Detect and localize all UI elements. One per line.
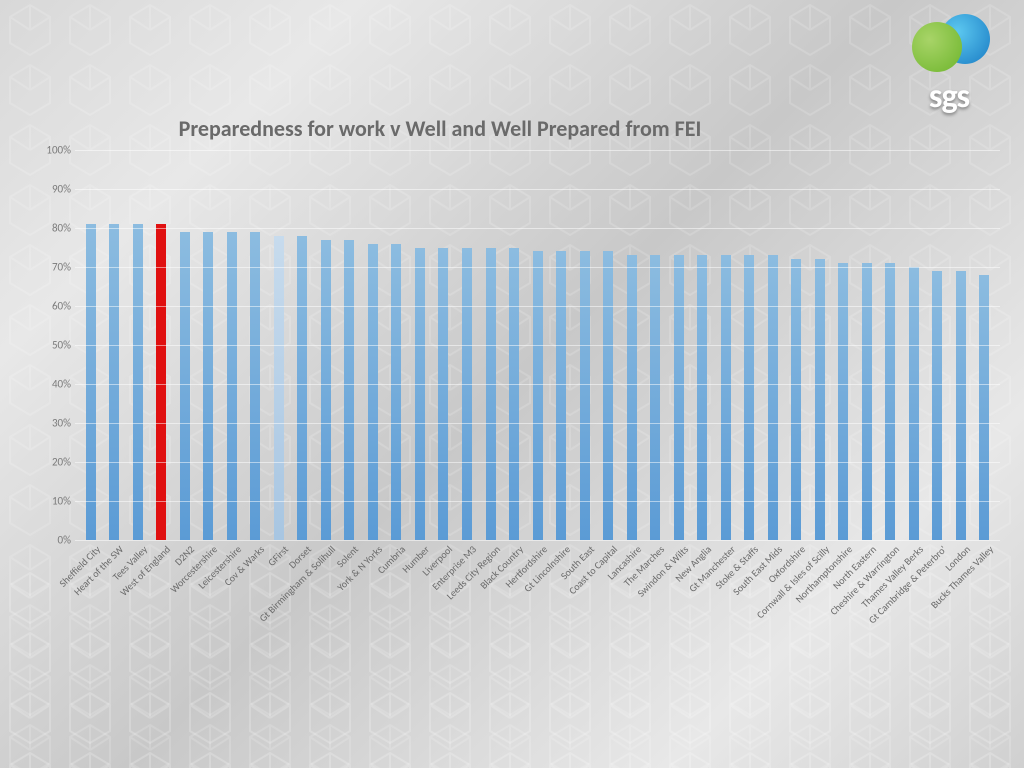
bar [462, 248, 472, 541]
bar [862, 263, 872, 540]
gridline [75, 267, 1000, 268]
plot-area: Sheffield CityHeart of the SWTees Valley… [75, 150, 1000, 540]
bar [321, 240, 331, 540]
bar [415, 248, 425, 541]
bar [156, 224, 166, 540]
bar [768, 255, 778, 540]
bar [227, 232, 237, 540]
bar [274, 236, 284, 540]
gridline [75, 228, 1000, 229]
bar [674, 255, 684, 540]
bar [838, 263, 848, 540]
bar [86, 224, 96, 540]
y-axis-label: 50% [33, 339, 71, 352]
bar [486, 248, 496, 541]
bar [932, 271, 942, 540]
bar [203, 232, 213, 540]
bar [533, 251, 543, 540]
bar [580, 251, 590, 540]
gridline [75, 501, 1000, 502]
y-axis-label: 70% [33, 261, 71, 274]
y-axis-label: 60% [33, 300, 71, 313]
bar [885, 263, 895, 540]
logo-circles-icon [904, 10, 994, 80]
y-axis-label: 90% [33, 183, 71, 196]
bar [815, 259, 825, 540]
bar [556, 251, 566, 540]
y-axis-label: 10% [33, 495, 71, 508]
bar [109, 224, 119, 540]
bar [791, 259, 801, 540]
gridline [75, 384, 1000, 385]
gridline [75, 306, 1000, 307]
bar [509, 248, 519, 541]
gridline [75, 462, 1000, 463]
bar [650, 255, 660, 540]
bar [133, 224, 143, 540]
bar [744, 255, 754, 540]
y-axis-label: 80% [33, 222, 71, 235]
bar [721, 255, 731, 540]
bar [697, 255, 707, 540]
bar [909, 267, 919, 540]
y-axis-label: 20% [33, 456, 71, 469]
bar-chart: Sheffield CityHeart of the SWTees Valley… [20, 110, 1004, 670]
bar [438, 248, 448, 541]
bar [627, 255, 637, 540]
bar [297, 236, 307, 540]
gridline [75, 345, 1000, 346]
y-axis-label: 0% [33, 534, 71, 547]
x-axis-label: GFirst [265, 543, 291, 569]
bar [180, 232, 190, 540]
y-axis-label: 40% [33, 378, 71, 391]
gridline [75, 423, 1000, 424]
bar [391, 244, 401, 540]
gridline [75, 540, 1000, 541]
bar [344, 240, 354, 540]
sgs-logo: sgs [894, 10, 1004, 117]
y-axis-label: 100% [33, 144, 71, 157]
bar [250, 232, 260, 540]
bar [603, 251, 613, 540]
bar [368, 244, 378, 540]
gridline [75, 150, 1000, 151]
bar [956, 271, 966, 540]
gridline [75, 189, 1000, 190]
y-axis-label: 30% [33, 417, 71, 430]
